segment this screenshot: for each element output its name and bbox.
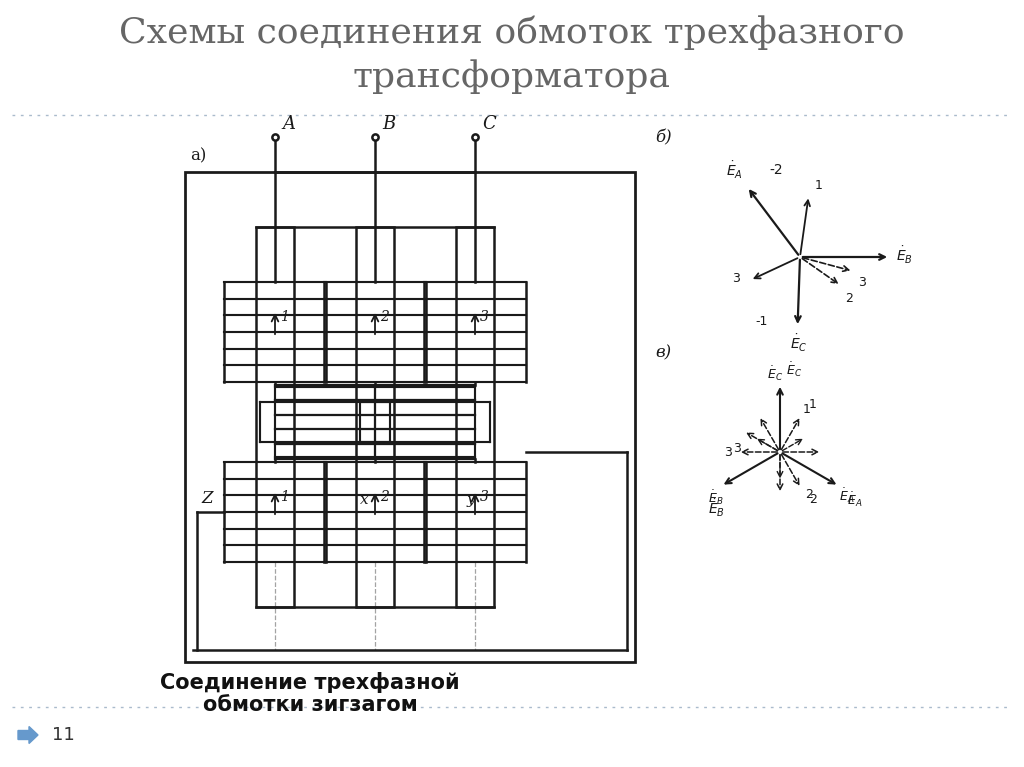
Text: 1: 1 xyxy=(815,179,822,192)
Text: x: x xyxy=(360,493,369,507)
Text: 2: 2 xyxy=(809,493,817,506)
Text: в): в) xyxy=(655,344,671,361)
Text: $\dot{E}_A$: $\dot{E}_A$ xyxy=(726,160,743,181)
Text: $\dot{E}_B$: $\dot{E}_B$ xyxy=(708,498,725,519)
Text: 1: 1 xyxy=(280,490,289,504)
Text: 1: 1 xyxy=(809,397,817,410)
Text: б): б) xyxy=(655,129,672,146)
Bar xyxy=(256,227,294,607)
Text: 1: 1 xyxy=(803,403,811,416)
Text: а): а) xyxy=(190,147,207,164)
Text: $\dot{E}_C$: $\dot{E}_C$ xyxy=(790,333,807,354)
Text: y: y xyxy=(467,493,475,507)
Text: 2: 2 xyxy=(380,310,389,324)
FancyArrow shape xyxy=(18,726,38,743)
Text: Схемы соединения обмоток трехфазного: Схемы соединения обмоток трехфазного xyxy=(119,15,905,50)
Text: 2: 2 xyxy=(380,490,389,504)
Text: $\dot{E}_A$: $\dot{E}_A$ xyxy=(840,487,855,505)
Text: 2: 2 xyxy=(845,291,853,304)
Text: 3: 3 xyxy=(480,310,488,324)
Text: 1: 1 xyxy=(280,310,289,324)
Bar xyxy=(185,172,635,662)
Text: 3: 3 xyxy=(858,276,866,289)
Text: $\dot{E}_C$: $\dot{E}_C$ xyxy=(767,364,783,384)
Text: обмотки зигзагом: обмотки зигзагом xyxy=(203,695,418,715)
Text: C: C xyxy=(482,115,496,133)
Text: Z: Z xyxy=(201,490,213,507)
Bar xyxy=(456,227,494,607)
Text: 11: 11 xyxy=(52,726,75,744)
Text: $\dot{E}_C$: $\dot{E}_C$ xyxy=(786,360,802,379)
Text: B: B xyxy=(382,115,395,133)
Text: 2: 2 xyxy=(805,488,813,501)
Bar xyxy=(356,227,394,607)
Text: трансформатора: трансформатора xyxy=(353,59,671,94)
Text: 3: 3 xyxy=(732,272,740,285)
Text: 3: 3 xyxy=(724,446,732,459)
Text: A: A xyxy=(282,115,295,133)
Text: Соединение трехфазной: Соединение трехфазной xyxy=(160,672,460,693)
Text: 3: 3 xyxy=(480,490,488,504)
Text: $\dot{E}_A$: $\dot{E}_A$ xyxy=(847,490,862,509)
Text: $\dot{E}_B$: $\dot{E}_B$ xyxy=(709,489,724,507)
Text: -2: -2 xyxy=(769,163,782,176)
Text: $\dot{E}_B$: $\dot{E}_B$ xyxy=(896,245,913,265)
Text: 3: 3 xyxy=(733,442,741,455)
Text: -1: -1 xyxy=(755,315,768,328)
